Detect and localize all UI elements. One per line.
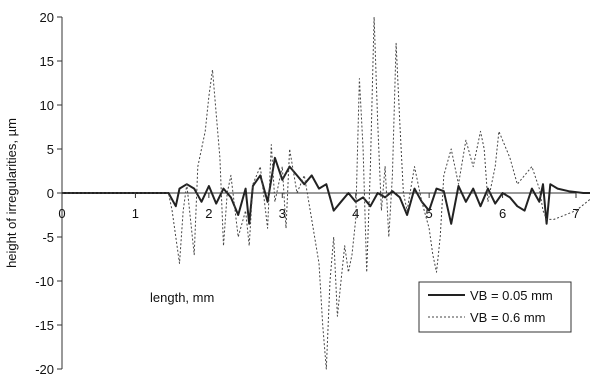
y-axis-label: height of irregularities, µm bbox=[4, 118, 19, 268]
series-layer bbox=[62, 16, 590, 370]
y-tick-label: 20 bbox=[40, 10, 54, 25]
x-tick-label: 2 bbox=[205, 206, 212, 221]
y-tick-label: 5 bbox=[47, 142, 54, 157]
x-axis-label: length, mm bbox=[150, 290, 214, 305]
y-tick-label: 15 bbox=[40, 54, 54, 69]
x-tick-label: 3 bbox=[279, 206, 286, 221]
legend-label: VB = 0.6 mm bbox=[470, 310, 546, 325]
x-tick-label: 5 bbox=[426, 206, 433, 221]
y-tick-label: -10 bbox=[35, 274, 54, 289]
series-line-vb-005 bbox=[62, 156, 590, 225]
y-tick-label: -15 bbox=[35, 318, 54, 333]
x-tick-label: 6 bbox=[499, 206, 506, 221]
legend-box bbox=[418, 281, 572, 333]
x-tick-label: 7 bbox=[572, 206, 579, 221]
x-tick-label: 0 bbox=[58, 206, 65, 221]
x-tick-label: 4 bbox=[352, 206, 359, 221]
legend: VB = 0.05 mm VB = 0.6 mm bbox=[418, 281, 572, 333]
x-tick-label: 1 bbox=[132, 206, 139, 221]
y-tick-label: -20 bbox=[35, 362, 54, 377]
y-tick-label: 10 bbox=[40, 98, 54, 113]
series-line-vb-06 bbox=[62, 16, 590, 370]
legend-label: VB = 0.05 mm bbox=[470, 288, 553, 303]
y-tick-label: -5 bbox=[42, 230, 54, 245]
y-tick-label: 0 bbox=[47, 186, 54, 201]
